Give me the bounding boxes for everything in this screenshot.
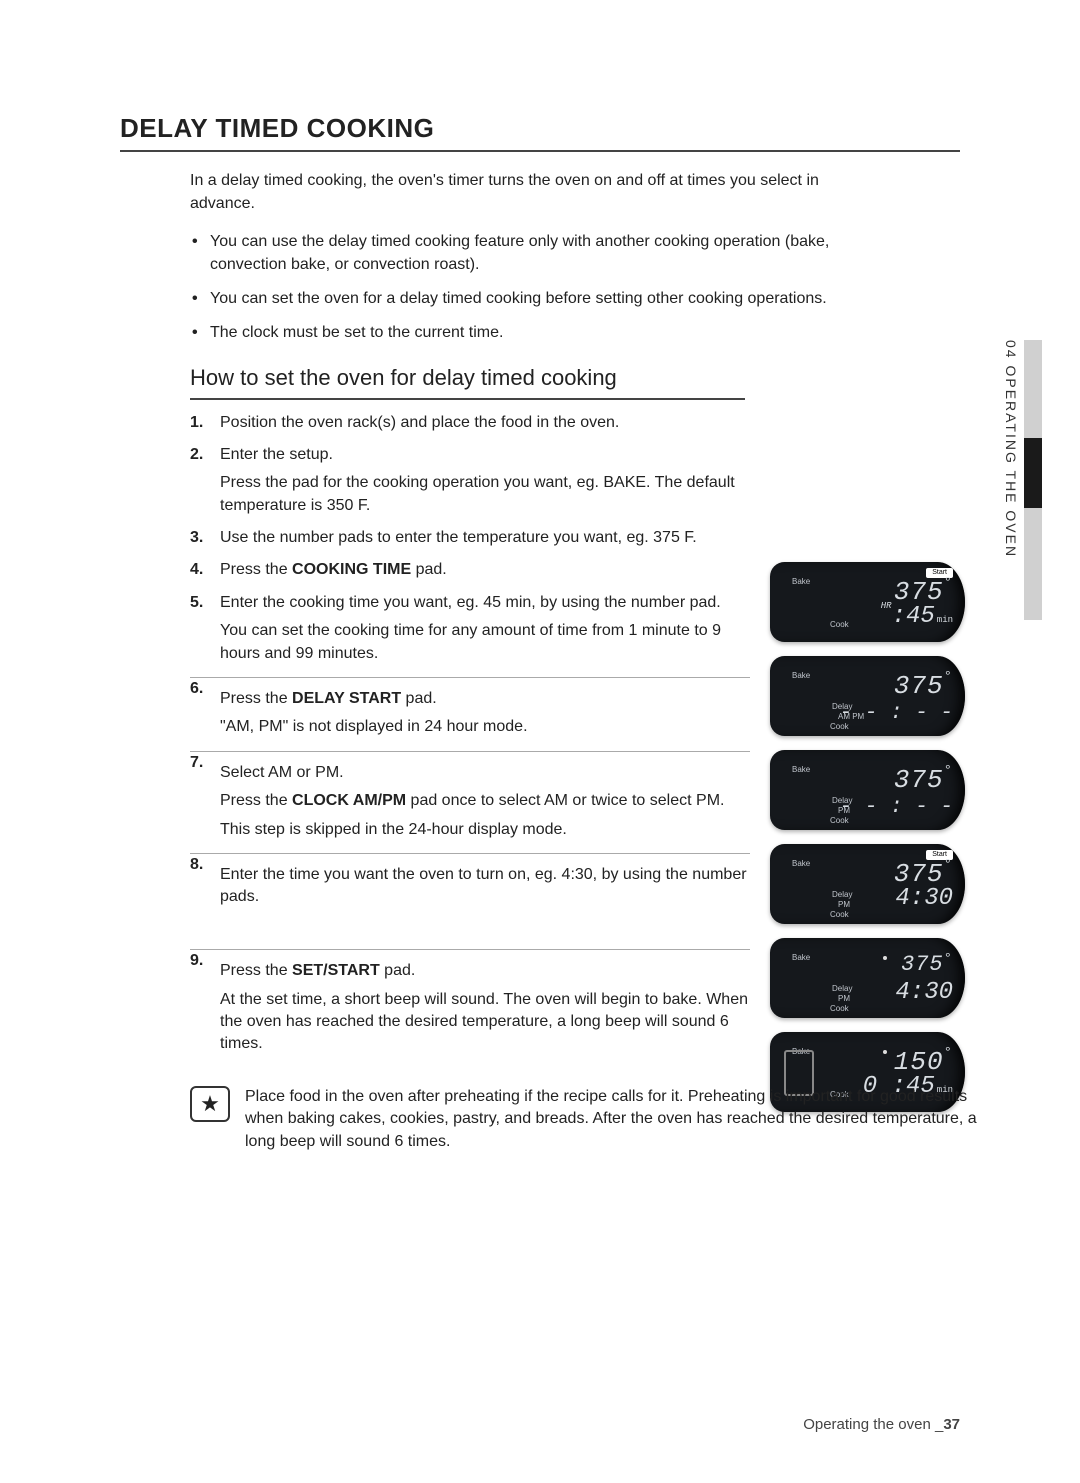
step-sub: You can set the cooking time for any amo… [220, 620, 750, 665]
note-text: Place food in the oven after preheating … [245, 1088, 977, 1150]
step-item: Press the DELAY START pad. "AM, PM" is n… [190, 677, 750, 739]
step-item: Enter the setup. Press the pad for the c… [190, 444, 750, 517]
display-panels: Start Bake 375 Cook HR:45min Bake 375 De… [770, 562, 965, 1126]
label-cook: Cook [830, 1003, 849, 1014]
oven-display: Start Bake 375 Delay PM Cook 4:30 [770, 844, 965, 924]
intro-paragraph: In a delay timed cooking, the oven's tim… [190, 170, 880, 215]
step-item: Select AM or PM. Press the CLOCK AM/PM p… [190, 751, 750, 841]
steps-list: Position the oven rack(s) and place the … [190, 412, 750, 1056]
step-item: Enter the cooking time you want, eg. 45 … [190, 592, 750, 665]
step-sub: "AM, PM" is not displayed in 24 hour mod… [220, 716, 750, 738]
list-item: You can set the oven for a delay timed c… [190, 288, 880, 310]
label-bake: Bake [792, 764, 810, 775]
display-time: 4:30 [895, 976, 953, 1010]
oven-display: Start Bake 375 Cook HR:45min [770, 562, 965, 642]
intro-bullets: You can use the delay timed cooking feat… [190, 231, 880, 345]
step-item: Position the oven rack(s) and place the … [190, 412, 750, 434]
section-title: DELAY TIMED COOKING [120, 110, 960, 152]
display-time: - - : - - [840, 793, 953, 822]
step-item: Press the COOKING TIME pad. [190, 559, 750, 581]
label-bake: Bake [792, 576, 810, 587]
display-time: 4:30 [895, 882, 953, 916]
oven-display: Bake 375 Delay PM Cook 4:30 [770, 938, 965, 1018]
display-time: HR:45min [881, 600, 953, 634]
preheat-indicator-icon [883, 956, 887, 960]
section-tab-label: 04 OPERATING THE OVEN [1000, 340, 1020, 620]
page-footer: Operating the oven _37 [803, 1414, 960, 1435]
preheat-indicator-icon [883, 1050, 887, 1054]
star-icon: ★ [190, 1086, 230, 1122]
step-item: Enter the time you want the oven to turn… [190, 853, 750, 937]
label-bake: Bake [792, 858, 810, 869]
important-note: ★ Place food in the oven after preheatin… [190, 1086, 1000, 1153]
oven-display: Bake 375 Delay AM PM Cook - - : - - [770, 656, 965, 736]
list-item: You can use the delay timed cooking feat… [190, 231, 880, 276]
label-bake: Bake [792, 670, 810, 681]
step-sub: At the set time, a short beep will sound… [220, 989, 750, 1056]
subheading: How to set the oven for delay timed cook… [190, 363, 745, 400]
display-time: - - : - - [840, 699, 953, 728]
label-cook: Cook [830, 619, 849, 630]
step-item: Use the number pads to enter the tempera… [190, 527, 750, 549]
step-sub: This step is skipped in the 24-hour disp… [220, 819, 750, 841]
step-item: Press the SET/START pad. At the set time… [190, 949, 750, 1056]
label-cook: Cook [830, 909, 849, 920]
oven-display: Bake 375 Delay PM Cook - - : - - [770, 750, 965, 830]
label-bake: Bake [792, 952, 810, 963]
step-sub: Press the pad for the cooking operation … [220, 472, 750, 517]
section-tab-bar [1024, 340, 1042, 620]
list-item: The clock must be set to the current tim… [190, 322, 880, 344]
step-sub: Press the CLOCK AM/PM pad once to select… [220, 790, 750, 812]
